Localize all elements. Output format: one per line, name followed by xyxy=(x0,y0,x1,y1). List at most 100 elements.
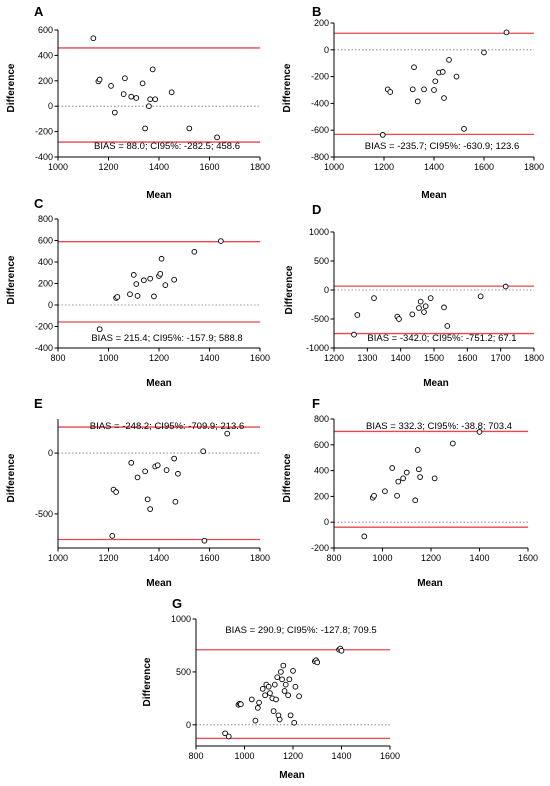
panel-b-x-tick-label: 1200 xyxy=(374,162,394,172)
panel-f-data-point xyxy=(416,466,422,473)
panel-b-data-point xyxy=(439,69,446,75)
panel-e: E Difference Mean 1000 1200 1400 1600 1800 -5… xyxy=(6,396,270,589)
panel-a-y-tick-label: 600 xyxy=(38,25,53,35)
panel-g-data-point xyxy=(290,668,296,674)
panel-g-data-point xyxy=(338,647,345,654)
panel-g-data-point xyxy=(286,676,293,683)
panel-b-xlabel: Mean xyxy=(421,190,447,201)
panel-e-data-point xyxy=(201,537,208,544)
panel-b-data-point xyxy=(379,132,386,138)
panel-a-ylabel: Difference xyxy=(6,63,17,112)
panel-f-data-point xyxy=(476,429,483,435)
panel-e-data-point xyxy=(134,474,141,481)
panel-c-y-tick-label: 600 xyxy=(38,236,53,246)
panel-b-x-tick-label: 1000 xyxy=(324,162,344,172)
panel-a-data-point xyxy=(133,95,140,101)
panel-g-bias-text: BIAS = 290.9; CI95%: -127.8; 709.5 xyxy=(225,625,376,636)
panel-g-data-point xyxy=(291,719,298,726)
panel-c-x-tick-label: 1200 xyxy=(149,353,169,363)
panel-g-y-tick-label: 1000 xyxy=(171,614,191,624)
panel-c-data-point xyxy=(218,238,224,244)
panel-f-data-point xyxy=(389,465,396,471)
panel-g-x-tick-label: 1600 xyxy=(380,751,400,761)
panel-c-data-point xyxy=(158,255,165,262)
panel-g: G Difference Mean 800 1000 1200 1400 1600 0 50… xyxy=(142,596,400,781)
panel-c-ylabel: Difference xyxy=(6,255,17,304)
panel-d-x-tick-label: 1700 xyxy=(491,353,511,363)
panel-d-xlabel: Mean xyxy=(423,378,449,389)
panel-f-data-point xyxy=(382,488,388,495)
panel-c-y-tick-label: 400 xyxy=(38,257,53,267)
panel-d-data-point xyxy=(416,305,422,311)
panel-g-data-point xyxy=(271,681,278,688)
panel-d-x-tick-label: 1400 xyxy=(391,353,411,363)
panel-g-data-point xyxy=(248,696,255,703)
panel-d-data-point xyxy=(441,304,447,311)
panel-c-y-tick-label: -400 xyxy=(35,343,53,353)
panel-e-data-point xyxy=(154,462,161,469)
panel-g-data-point xyxy=(222,730,228,737)
panel-a-plot: 1000 1200 1400 1600 1800 -400 -200 0 200 400 600 BI… xyxy=(35,25,270,172)
panel-e-x-tick-label: 1600 xyxy=(199,553,219,563)
panel-c-bias-text: BIAS = 215.4; CI95%: -157.9; 588.8 xyxy=(91,333,242,344)
panel-c-data-point xyxy=(133,281,140,287)
panel-e-x-tick-label: 1200 xyxy=(98,553,118,563)
panel-g-x-tick-label: 1400 xyxy=(331,751,351,761)
panel-b: B Difference Mean 1000 1200 1400 1600 1800 -8… xyxy=(282,4,544,201)
panel-e-data-point xyxy=(175,470,181,477)
panel-f-x-tick-label: 1000 xyxy=(372,553,392,563)
panel-e-xlabel: Mean xyxy=(146,578,172,589)
panel-g-data-point xyxy=(265,683,272,690)
panel-b-data-point xyxy=(446,56,452,63)
panel-c-data-point xyxy=(191,248,198,255)
panel-f-y-tick-label: 400 xyxy=(314,466,329,476)
panel-c-x-tick-label: 1000 xyxy=(98,353,118,363)
panel-a-x-tick-label: 1000 xyxy=(48,162,68,172)
panel-d-data-point xyxy=(477,293,484,300)
panel-f-y-tick-label: 0 xyxy=(324,517,329,527)
panel-g-x-tick-label: 1200 xyxy=(283,751,303,761)
panel-e-plot: 1000 1200 1400 1600 1800 -500 0 BIAS = -248.2; … xyxy=(35,419,270,563)
panel-e-data-point xyxy=(163,467,170,473)
panel-c-data-point xyxy=(141,277,147,284)
panel-g-data-point xyxy=(278,669,284,675)
panel-d-y-tick-label: 0 xyxy=(324,285,329,295)
panel-a-data-point xyxy=(139,80,146,87)
panel-e-x-tick-label: 1400 xyxy=(149,553,169,563)
panel-b-data-point xyxy=(431,87,437,93)
panel-a-data-point xyxy=(108,83,114,89)
panel-b-data-point xyxy=(414,98,421,105)
panel-a-data-point xyxy=(152,96,159,103)
panel-b-ylabel: Difference xyxy=(282,63,293,112)
panel-f-x-tick-label: 1200 xyxy=(421,553,441,563)
panel-d-x-tick-label: 1300 xyxy=(357,353,377,363)
panel-g-data-point xyxy=(292,683,299,690)
panel-f-letter: F xyxy=(312,396,320,411)
panel-a-data-point xyxy=(96,76,103,83)
panel-d-data-point xyxy=(354,312,361,318)
panel-c-y-tick-label: 200 xyxy=(38,279,53,289)
panel-c-data-point xyxy=(127,291,133,298)
panel-g-data-point xyxy=(262,692,268,699)
panel-g-data-point xyxy=(314,659,321,666)
panel-c-data-point xyxy=(157,270,164,277)
panel-e-ylabel: Difference xyxy=(6,453,17,502)
panel-c-letter: C xyxy=(34,196,44,211)
panel-d-x-tick-label: 1500 xyxy=(424,353,444,363)
panel-f-bias-text: BIAS = 332.3; CI95%: -38.8; 703.4 xyxy=(366,421,512,432)
panel-f-data-point xyxy=(414,447,421,453)
panel-a-data-point xyxy=(168,89,175,96)
panel-a-letter: A xyxy=(34,4,44,19)
panel-d-y-tick-label: 1000 xyxy=(309,227,329,237)
panel-f-x-tick-label: 800 xyxy=(326,553,341,563)
panel-b-y-tick-label: -800 xyxy=(311,152,329,162)
panel-g-data-point xyxy=(296,693,302,700)
panel-d-data-point xyxy=(396,316,402,322)
panel-b-y-tick-label: -200 xyxy=(311,72,329,82)
panel-b-x-tick-label: 1400 xyxy=(424,162,444,172)
panel-d-x-tick-label: 1600 xyxy=(457,353,477,363)
panel-a-data-point xyxy=(146,103,152,110)
panel-e-bias-text: BIAS = -248.2; CI95%: -709.9; 213.6 xyxy=(90,421,244,432)
panel-f-data-point xyxy=(417,474,423,480)
panel-e-data-point xyxy=(147,506,154,512)
